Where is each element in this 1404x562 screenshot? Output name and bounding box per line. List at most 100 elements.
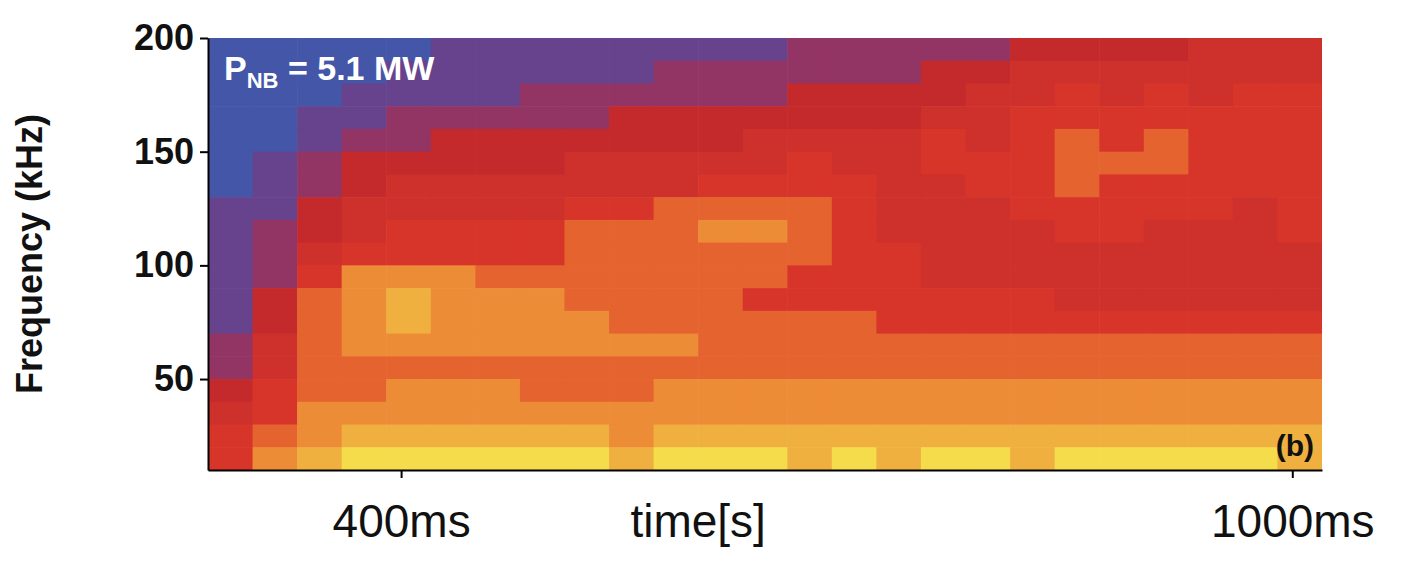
cell: [1055, 38, 1100, 61]
cell: [1233, 61, 1278, 84]
cell: [253, 334, 298, 357]
cell: [832, 356, 877, 379]
cell: [520, 152, 565, 175]
cell: [475, 38, 520, 61]
cell: [1099, 447, 1144, 470]
cell: [609, 129, 654, 152]
cell: [832, 311, 877, 334]
cell: [876, 61, 921, 84]
cell: [1233, 83, 1278, 106]
cell: [876, 447, 921, 470]
cell: [564, 402, 609, 425]
cell: [253, 152, 298, 175]
cell: [1099, 152, 1144, 175]
cell: [520, 379, 565, 402]
cell: [832, 106, 877, 129]
cell: [1144, 356, 1189, 379]
cell: [475, 334, 520, 357]
cell: [1233, 129, 1278, 152]
cell: [876, 379, 921, 402]
cell: [520, 265, 565, 288]
cell: [1055, 61, 1100, 84]
cell: [966, 243, 1011, 266]
cell: [208, 106, 253, 129]
cell: [1099, 334, 1144, 357]
tick-label: 1000ms: [1211, 495, 1375, 547]
cell: [475, 356, 520, 379]
cell: [654, 311, 699, 334]
cell: [564, 243, 609, 266]
cell: [654, 129, 699, 152]
tick-label: 50: [154, 358, 194, 399]
cell: [564, 83, 609, 106]
cell: [431, 197, 476, 220]
cell: [564, 334, 609, 357]
cell: [564, 38, 609, 61]
cell: [876, 106, 921, 129]
cell: [520, 334, 565, 357]
cell: [832, 197, 877, 220]
cell: [1099, 106, 1144, 129]
cell: [1099, 425, 1144, 448]
cell: [787, 288, 832, 311]
cell: [342, 243, 387, 266]
cell: [253, 174, 298, 197]
cell: [253, 265, 298, 288]
axis-line: [208, 39, 210, 471]
cell: [1188, 447, 1233, 470]
cell: [431, 220, 476, 243]
cell: [743, 220, 788, 243]
cell: [520, 220, 565, 243]
cell: [609, 61, 654, 84]
cell: [297, 311, 342, 334]
cell: [966, 334, 1011, 357]
chart: 50100150200400ms1000mstime[s]Frequency (…: [0, 0, 1404, 562]
cell: [342, 425, 387, 448]
cell: [966, 379, 1011, 402]
cell: [431, 379, 476, 402]
cell: [787, 243, 832, 266]
cell: [787, 152, 832, 175]
cell: [609, 152, 654, 175]
cell: [475, 243, 520, 266]
cell: [431, 174, 476, 197]
cell: [698, 288, 743, 311]
cell: [1144, 447, 1189, 470]
cell: [921, 197, 966, 220]
cell: [1144, 220, 1189, 243]
cell: [208, 425, 253, 448]
tick-mark: [200, 265, 208, 267]
cell: [297, 265, 342, 288]
cell: [921, 402, 966, 425]
cell: [1277, 402, 1322, 425]
cell: [564, 129, 609, 152]
cell: [475, 402, 520, 425]
cell: [966, 197, 1011, 220]
cell: [966, 311, 1011, 334]
cell: [1099, 61, 1144, 84]
cell: [966, 106, 1011, 129]
cell: [342, 447, 387, 470]
cell: [609, 83, 654, 106]
cell: [297, 174, 342, 197]
cell: [386, 356, 431, 379]
cell: [342, 174, 387, 197]
cell: [431, 265, 476, 288]
cell: [1055, 106, 1100, 129]
cell: [832, 379, 877, 402]
cell: [1010, 174, 1055, 197]
cell: [208, 197, 253, 220]
cell: [1010, 129, 1055, 152]
cell: [1055, 356, 1100, 379]
cell: [743, 265, 788, 288]
cell: [1233, 311, 1278, 334]
cell: [1010, 152, 1055, 175]
cell: [1010, 106, 1055, 129]
cell: [921, 106, 966, 129]
cell: [1144, 106, 1189, 129]
cell: [743, 447, 788, 470]
cell: [876, 425, 921, 448]
cell: [876, 311, 921, 334]
cell: [253, 197, 298, 220]
cell: [297, 425, 342, 448]
